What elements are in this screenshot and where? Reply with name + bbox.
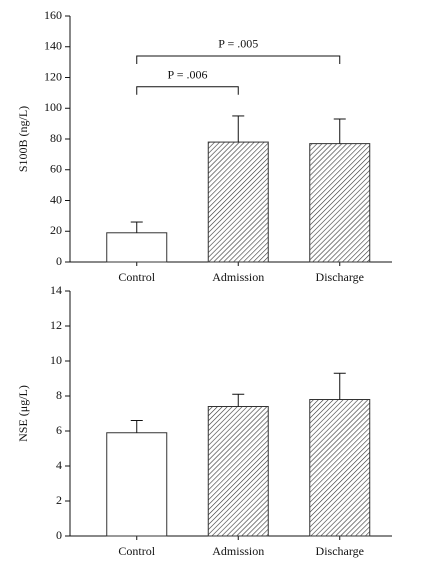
y-tick-label: 140 — [44, 39, 62, 53]
x-tick-label: Discharge — [316, 270, 364, 284]
bar — [309, 399, 371, 537]
bar — [106, 432, 168, 537]
y-tick-label: 60 — [50, 162, 62, 176]
bar — [309, 143, 371, 263]
significance-label: P = .006 — [168, 67, 208, 81]
significance-bracket — [136, 55, 341, 64]
y-tick-label: 8 — [56, 388, 62, 402]
y-tick-label: 10 — [50, 353, 62, 367]
x-tick-label: Admission — [212, 544, 264, 558]
y-tick-label: 2 — [56, 493, 62, 507]
significance-bracket — [136, 86, 239, 95]
bar — [207, 406, 269, 537]
x-tick-label: Admission — [212, 270, 264, 284]
y-tick-label: 120 — [44, 69, 62, 83]
y-tick-label: 0 — [56, 528, 62, 542]
y-tick-label: 14 — [50, 283, 62, 297]
y-axis-label: S100B (ng/L) — [16, 106, 30, 172]
y-tick-label: 80 — [50, 131, 62, 145]
y-axis-label: NSE (μg/L) — [16, 385, 30, 442]
y-tick-label: 20 — [50, 223, 62, 237]
y-tick-label: 160 — [44, 8, 62, 22]
x-tick-label: Control — [118, 270, 155, 284]
x-tick-label: Control — [118, 544, 155, 558]
significance-label: P = .005 — [218, 37, 258, 51]
y-tick-label: 6 — [56, 423, 62, 437]
bar — [207, 141, 269, 263]
bar — [106, 232, 168, 263]
x-tick-label: Discharge — [316, 544, 364, 558]
y-tick-label: 0 — [56, 254, 62, 268]
y-tick-label: 4 — [56, 458, 62, 472]
y-tick-label: 12 — [50, 318, 62, 332]
y-tick-label: 100 — [44, 100, 62, 114]
y-tick-label: 40 — [50, 192, 62, 206]
